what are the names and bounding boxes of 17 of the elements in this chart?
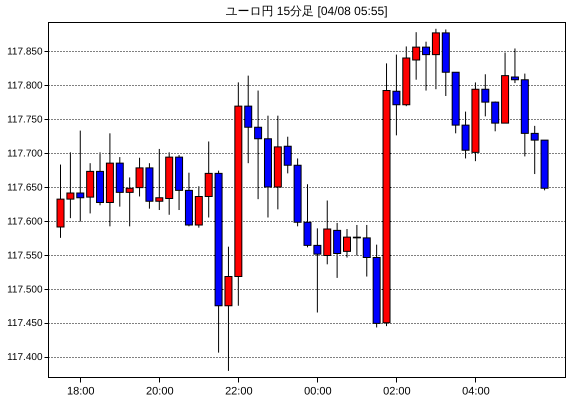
x-tick-label: 04:00 [462,386,490,398]
x-tick-label: 02:00 [383,386,411,398]
y-tick-label: 117.650 [7,182,43,194]
y-tick-label: 117.750 [7,114,43,126]
x-tick-label: 18:00 [67,386,95,398]
y-tick-label: 117.500 [7,284,43,296]
chart-title: ユーロ円 15分足 [04/08 05:55] [225,4,388,18]
y-tick-label: 117.450 [7,318,43,330]
x-tick-label: 22:00 [225,386,253,398]
x-tick-label: 00:00 [304,386,332,398]
y-tick-label: 117.600 [7,216,43,228]
y-tick-label: 117.400 [7,352,43,364]
y-tick-label: 117.850 [7,46,43,58]
y-tick-label: 117.700 [7,148,43,160]
y-tick-label: 117.550 [7,250,43,262]
x-tick-label: 20:00 [146,386,174,398]
y-tick-label: 117.800 [7,80,43,92]
